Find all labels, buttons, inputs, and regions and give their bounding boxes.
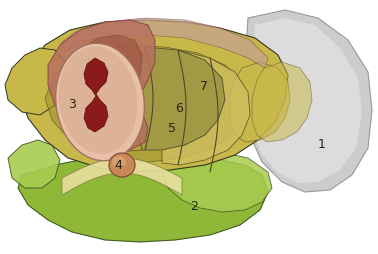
Text: 2: 2 (190, 200, 198, 213)
Text: 5: 5 (168, 122, 176, 135)
Polygon shape (18, 155, 268, 242)
Polygon shape (20, 20, 288, 172)
Polygon shape (45, 45, 248, 162)
Polygon shape (65, 35, 142, 145)
Text: 3: 3 (68, 98, 76, 111)
Text: 7: 7 (200, 80, 208, 93)
Polygon shape (48, 20, 155, 152)
Polygon shape (8, 140, 60, 188)
Polygon shape (58, 47, 142, 152)
Ellipse shape (112, 156, 126, 168)
Polygon shape (5, 48, 65, 115)
Polygon shape (245, 10, 372, 192)
Polygon shape (230, 62, 290, 142)
Text: 6: 6 (175, 102, 183, 115)
Polygon shape (138, 47, 225, 150)
Ellipse shape (56, 43, 144, 161)
Text: 4: 4 (114, 159, 122, 172)
Polygon shape (84, 58, 108, 132)
Polygon shape (62, 18, 268, 68)
Polygon shape (252, 62, 312, 142)
Ellipse shape (109, 153, 135, 177)
Polygon shape (162, 50, 250, 165)
Polygon shape (162, 150, 272, 212)
Polygon shape (250, 18, 362, 183)
Polygon shape (62, 158, 182, 195)
Text: 1: 1 (318, 138, 326, 151)
Ellipse shape (59, 46, 137, 154)
